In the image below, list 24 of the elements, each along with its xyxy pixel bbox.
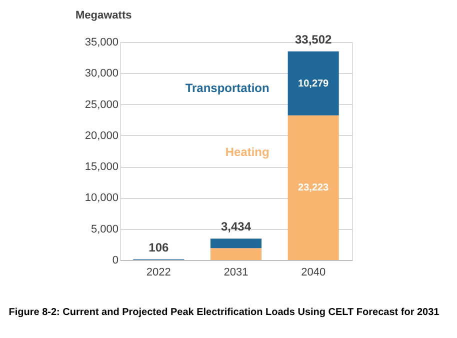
y-tick-label: 5,000: [90, 223, 118, 236]
bar: [288, 51, 339, 116]
x-tick-label: 2031: [224, 266, 248, 278]
series-label: Heating: [225, 145, 270, 159]
y-tick-label: 30,000: [84, 68, 118, 80]
x-tick-label: 2040: [301, 266, 326, 278]
y-tick-label: 20,000: [84, 130, 118, 142]
y-tick-label: 25,000: [84, 98, 118, 111]
y-tick-label: 15,000: [84, 161, 118, 174]
y-tick-label: 35,000: [84, 36, 118, 48]
y-tick-label: 0: [112, 254, 118, 266]
bar: [210, 248, 262, 260]
caption: Figure 8-2: Current and Projected Peak Electrification Loads Using CELT Forecast for 2031: [8, 307, 440, 318]
x-tick-label: 2022: [146, 266, 171, 278]
total-label: 106: [148, 240, 169, 254]
total-label: 33,502: [294, 32, 332, 46]
bar: [288, 115, 339, 260]
bar: [210, 238, 262, 248]
data-label: 23,223: [298, 182, 330, 194]
data-label: 10,279: [298, 78, 330, 90]
y-tick-label: 10,000: [84, 192, 118, 204]
total-label: 3,434: [220, 220, 252, 234]
y-axis-title: Megawatts: [76, 10, 132, 22]
series-label: Transportation: [185, 81, 270, 95]
